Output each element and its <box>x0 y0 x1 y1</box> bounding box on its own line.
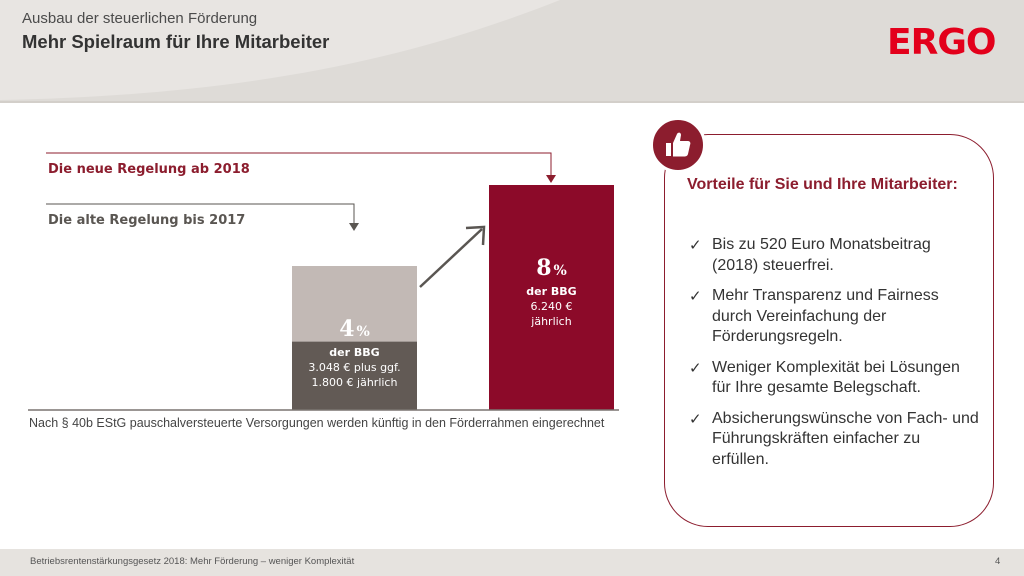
page-title: Mehr Spielraum für Ihre Mitarbeiter <box>22 31 330 52</box>
growth-arrow-icon <box>419 225 486 288</box>
page-kicker: Ausbau der steuerlichen Förderung <box>22 10 258 27</box>
bar-old-data-label: 4% der BBG 3.048 € plus ggf. 1.800 € jäh… <box>292 316 417 390</box>
legend-new-label: Die neue Regelung ab 2018 <box>48 162 250 177</box>
benefit-item: ✓ Absicherungswünsche von Fach- und Führu… <box>689 409 979 468</box>
bar-old-bbg: der BBG <box>329 346 380 359</box>
bar-new-data-label: 8% der BBG 6.240 € jährlich <box>489 255 614 329</box>
benefits-card <box>664 134 994 527</box>
header-divider <box>0 101 1024 103</box>
benefit-item: ✓ Bis zu 520 Euro Monatsbeitrag (2018) st… <box>689 236 931 274</box>
benefits-list: ✓ Bis zu 520 Euro Monatsbeitrag (2018) st… <box>689 235 979 480</box>
footer-text: Betriebsrentenstärkungsgesetz 2018: Mehr… <box>30 556 355 567</box>
page-number: 4 <box>995 556 1001 567</box>
legend-old-leader <box>46 203 359 231</box>
check-icon: ✓ <box>689 287 702 305</box>
legend-old-label: Die alte Regelung bis 2017 <box>48 213 246 228</box>
check-icon: ✓ <box>689 409 702 428</box>
check-icon: ✓ <box>689 236 702 254</box>
legend-new-leader <box>46 152 556 183</box>
bar-old-extra: 1.800 € jährlich <box>311 376 398 389</box>
footer-bar <box>0 549 1024 576</box>
bar-new-percent: 8% <box>536 255 567 281</box>
bar-old-percent: 4% <box>339 316 370 342</box>
header-swoosh <box>0 0 560 100</box>
bar-new-bbg: der BBG <box>526 285 577 298</box>
header-band <box>0 0 1024 102</box>
benefits-title: Vorteile für Sie und Ihre Mitarbeiter: <box>687 176 958 193</box>
bar-new-period: jährlich <box>531 315 572 328</box>
benefit-item: ✓ Weniger Komplexität bei Lösungen für Ih… <box>689 358 960 397</box>
ergo-logo: ERGO <box>887 22 996 63</box>
bar-new-amount: 6.240 € <box>530 300 573 313</box>
bar-new <box>489 185 614 410</box>
thumbs-up-badge <box>650 117 706 173</box>
check-icon: ✓ <box>689 358 702 377</box>
benefit-item: ✓ Mehr Transparenz und Fairness durch Ver… <box>689 287 939 345</box>
bar-old-amount: 3.048 € plus ggf. <box>308 361 401 374</box>
thumbs-up-icon <box>666 132 691 157</box>
bar-chart <box>28 152 619 411</box>
chart-footnote: Nach § 40b EStG pauschalversteuerte Vers… <box>29 416 605 430</box>
bar-old-upper-segment <box>292 266 417 342</box>
bar-old-lower-segment <box>292 341 417 410</box>
